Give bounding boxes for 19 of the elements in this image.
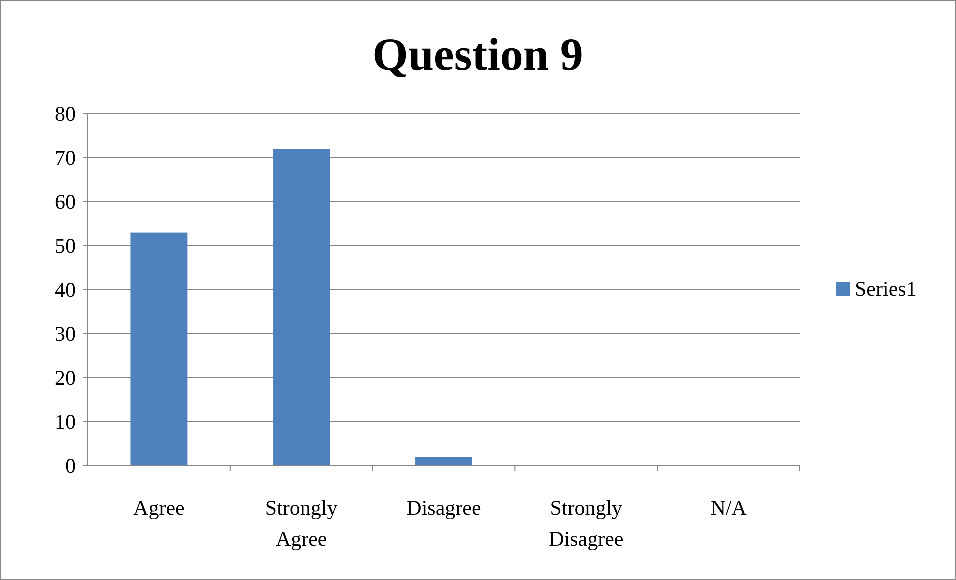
y-tick-label: 50 (55, 234, 76, 258)
y-tick-label: 40 (55, 278, 76, 302)
y-tick-label: 60 (55, 190, 76, 214)
x-tick-label: Strongly Agree (265, 496, 338, 551)
chart-title: Question 9 (372, 29, 584, 80)
x-tick-label: Disagree (406, 496, 482, 520)
y-tick-label: 80 (55, 102, 76, 126)
y-tick-label: 20 (55, 366, 76, 390)
y-tick-label: 70 (55, 146, 76, 170)
legend-label: Series1 (855, 277, 917, 301)
y-tick-label: 10 (55, 410, 76, 434)
y-tick-label: 0 (66, 454, 76, 478)
bar (273, 149, 330, 466)
x-tick-label: Agree (134, 496, 185, 520)
bar (130, 232, 188, 466)
x-tick-label: Strongly Disagree (549, 496, 624, 551)
y-tick-label: 30 (55, 322, 76, 346)
bar (416, 457, 472, 466)
x-tick-label: N/A (710, 496, 748, 520)
